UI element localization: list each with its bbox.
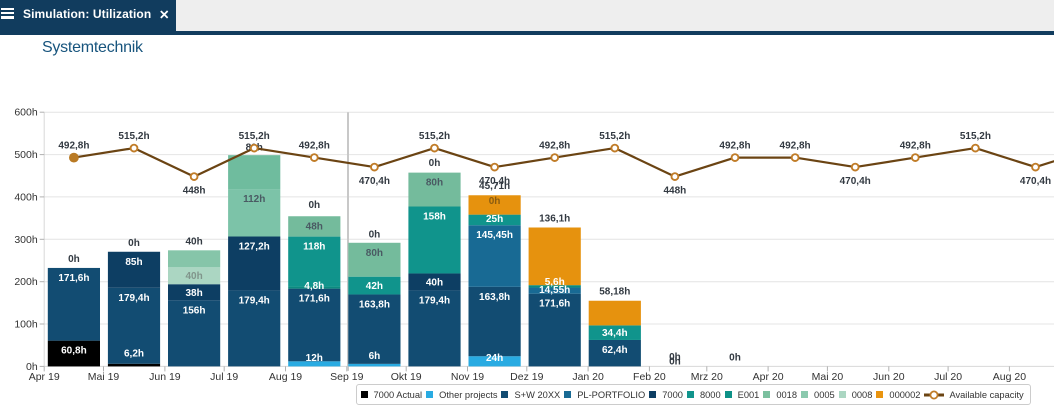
svg-text:470,4h: 470,4h bbox=[479, 176, 510, 187]
svg-text:58,18h: 58,18h bbox=[599, 287, 630, 298]
svg-text:Jun 20: Jun 20 bbox=[873, 371, 905, 383]
svg-text:0h: 0h bbox=[26, 361, 38, 373]
svg-text:34,4h: 34,4h bbox=[602, 328, 628, 339]
svg-text:448h: 448h bbox=[183, 186, 206, 197]
svg-text:492,8h: 492,8h bbox=[900, 141, 931, 152]
svg-text:179,4h: 179,4h bbox=[239, 295, 270, 306]
svg-text:515,2h: 515,2h bbox=[599, 131, 630, 142]
svg-text:24h: 24h bbox=[486, 353, 503, 364]
svg-text:48h: 48h bbox=[306, 221, 323, 232]
svg-text:6,2h: 6,2h bbox=[124, 349, 144, 360]
svg-text:145,45h: 145,45h bbox=[476, 230, 513, 241]
svg-text:600h: 600h bbox=[14, 107, 38, 119]
svg-text:515,2h: 515,2h bbox=[419, 131, 450, 142]
svg-text:470,4h: 470,4h bbox=[359, 176, 390, 187]
svg-text:0h: 0h bbox=[369, 229, 381, 240]
svg-text:492,8h: 492,8h bbox=[299, 141, 330, 152]
svg-text:171,6h: 171,6h bbox=[58, 273, 89, 284]
svg-text:Aug 19: Aug 19 bbox=[269, 371, 302, 383]
svg-text:0h: 0h bbox=[128, 238, 140, 249]
svg-text:45,71h: 45,71h bbox=[479, 181, 510, 192]
svg-text:0h: 0h bbox=[669, 352, 681, 363]
svg-text:Jul 19: Jul 19 bbox=[210, 371, 238, 383]
svg-text:25h: 25h bbox=[486, 214, 503, 225]
svg-text:492,8h: 492,8h bbox=[780, 141, 811, 152]
svg-text:171,6h: 171,6h bbox=[539, 299, 570, 310]
svg-text:0h: 0h bbox=[308, 200, 320, 211]
svg-text:Aug 20: Aug 20 bbox=[993, 371, 1026, 383]
svg-text:Apr 20: Apr 20 bbox=[753, 371, 784, 383]
svg-text:171,6h: 171,6h bbox=[299, 294, 330, 305]
svg-text:400h: 400h bbox=[14, 191, 38, 203]
svg-text:515,2h: 515,2h bbox=[118, 131, 149, 142]
svg-text:0h: 0h bbox=[68, 254, 80, 265]
svg-text:179,4h: 179,4h bbox=[118, 293, 149, 304]
svg-text:Sep 19: Sep 19 bbox=[330, 371, 363, 383]
svg-text:156h: 156h bbox=[183, 305, 206, 316]
svg-text:40h: 40h bbox=[185, 271, 202, 282]
svg-text:42h: 42h bbox=[366, 281, 383, 292]
svg-text:62,4h: 62,4h bbox=[602, 345, 628, 356]
svg-text:85h: 85h bbox=[125, 257, 142, 268]
svg-text:0h: 0h bbox=[429, 158, 441, 169]
svg-text:492,8h: 492,8h bbox=[58, 141, 89, 152]
svg-text:0h: 0h bbox=[669, 357, 681, 368]
svg-text:80h: 80h bbox=[366, 248, 383, 259]
svg-text:448h: 448h bbox=[664, 186, 687, 197]
svg-text:100h: 100h bbox=[14, 319, 38, 331]
svg-text:Nov 19: Nov 19 bbox=[451, 371, 484, 383]
svg-text:163,8h: 163,8h bbox=[479, 292, 510, 303]
svg-text:80h: 80h bbox=[426, 178, 443, 189]
svg-text:470,4h: 470,4h bbox=[840, 176, 871, 187]
svg-text:112h: 112h bbox=[243, 194, 265, 205]
svg-text:Mai 19: Mai 19 bbox=[88, 371, 120, 383]
svg-text:136,1h: 136,1h bbox=[539, 214, 570, 225]
svg-text:500h: 500h bbox=[14, 149, 38, 161]
svg-text:179,4h: 179,4h bbox=[419, 295, 450, 306]
svg-text:470,4h: 470,4h bbox=[1020, 176, 1051, 187]
svg-text:5,6h: 5,6h bbox=[545, 277, 565, 288]
svg-text:492,8h: 492,8h bbox=[539, 141, 570, 152]
svg-text:492,8h: 492,8h bbox=[719, 141, 750, 152]
svg-text:Jan 20: Jan 20 bbox=[572, 371, 604, 383]
svg-text:6h: 6h bbox=[369, 351, 381, 362]
svg-text:Apr 19: Apr 19 bbox=[29, 371, 60, 383]
svg-text:14,55h: 14,55h bbox=[539, 285, 570, 296]
svg-text:Dez 19: Dez 19 bbox=[510, 371, 543, 383]
svg-text:Mrz 20: Mrz 20 bbox=[691, 371, 723, 383]
svg-text:Jun 19: Jun 19 bbox=[149, 371, 181, 383]
svg-text:Feb 20: Feb 20 bbox=[633, 371, 666, 383]
svg-text:38h: 38h bbox=[185, 288, 202, 299]
svg-text:Okt 19: Okt 19 bbox=[391, 371, 422, 383]
svg-text:12h: 12h bbox=[306, 353, 323, 364]
svg-text:0h: 0h bbox=[729, 353, 741, 364]
svg-text:0h: 0h bbox=[489, 196, 501, 207]
svg-text:158h: 158h bbox=[423, 212, 446, 223]
svg-text:200h: 200h bbox=[14, 276, 38, 288]
svg-text:4,8h: 4,8h bbox=[304, 281, 324, 292]
svg-text:300h: 300h bbox=[14, 234, 38, 246]
svg-text:40h: 40h bbox=[426, 277, 443, 288]
svg-text:163,8h: 163,8h bbox=[359, 300, 390, 311]
svg-text:Mai 20: Mai 20 bbox=[812, 371, 844, 383]
svg-text:118h: 118h bbox=[303, 242, 325, 253]
svg-text:515,2h: 515,2h bbox=[239, 131, 270, 142]
svg-text:60,8h: 60,8h bbox=[61, 346, 87, 357]
svg-text:Jul 20: Jul 20 bbox=[934, 371, 962, 383]
svg-text:515,2h: 515,2h bbox=[960, 131, 991, 142]
svg-text:127,2h: 127,2h bbox=[239, 242, 270, 253]
svg-text:40h: 40h bbox=[185, 236, 202, 247]
